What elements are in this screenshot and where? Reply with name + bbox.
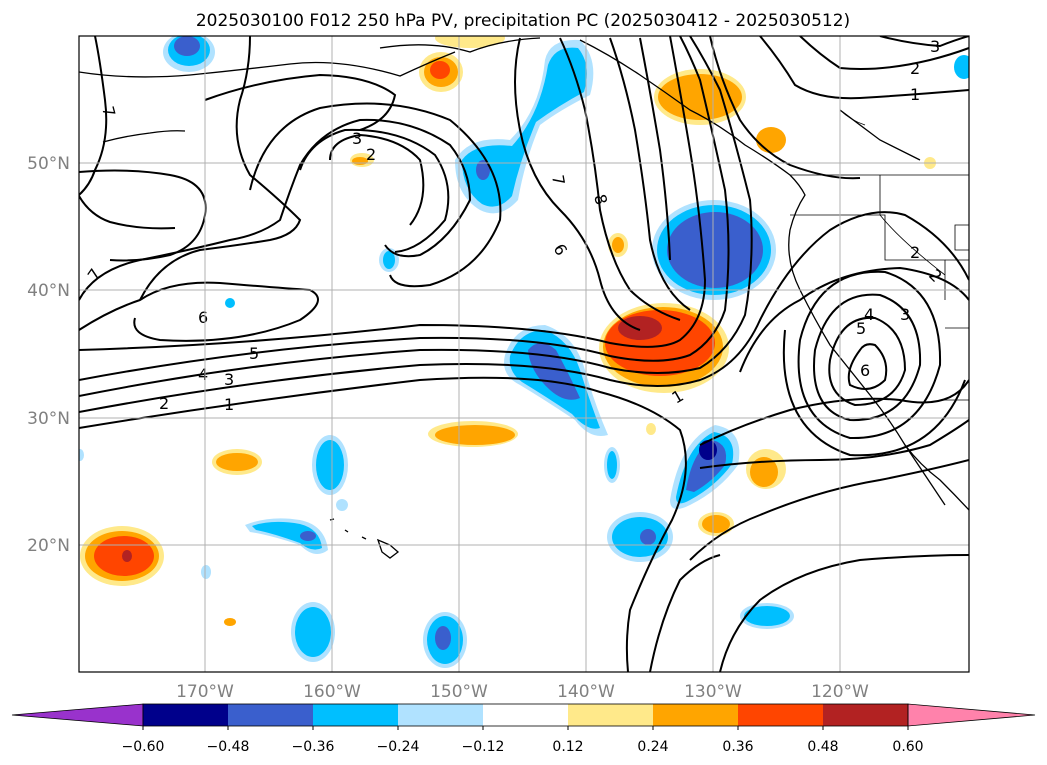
lat-label: 40°N: [27, 281, 70, 301]
colorbar-segment: [823, 704, 908, 726]
map-area: 7 3 2 7 8 6 7 6 5 4 3 2 1 1 2 3 4 5 6 3 …: [79, 36, 969, 672]
contour-label: 2: [910, 59, 920, 78]
contour-label: 2: [366, 145, 376, 164]
lat-label: 30°N: [27, 409, 70, 429]
contour-label: 3: [900, 305, 910, 324]
precip-negative: [79, 36, 969, 668]
contour-label: 3: [352, 129, 362, 148]
graticule: [79, 36, 969, 672]
colorbar-arrow-right: [907, 703, 1036, 727]
lon-label: 130°W: [684, 682, 742, 702]
lon-label: 160°W: [303, 682, 361, 702]
map-frame: [78, 35, 970, 673]
colorbar-tick-label: −0.60: [122, 739, 165, 755]
contour-label: 3: [930, 37, 940, 56]
longitude-labels: 170°W 160°W 150°W 140°W 130°W 120°W: [176, 682, 869, 702]
latitude-labels: 50°N 40°N 30°N 20°N: [27, 154, 70, 556]
colorbar-tick-label: −0.24: [377, 739, 420, 755]
lon-label: 170°W: [176, 682, 234, 702]
colorbar-ticks: −0.60 −0.48 −0.36 −0.24 −0.12 0.12 0.24 0.36 0.4…: [122, 726, 924, 755]
colorbar-tick-label: 0.12: [552, 739, 583, 755]
contour-label: 3: [224, 370, 234, 389]
colorbar-segment: [398, 704, 483, 726]
contour-label: 2: [925, 265, 946, 286]
contour-label: 4: [864, 305, 874, 324]
lon-label: 120°W: [811, 682, 869, 702]
contour-label: 1: [224, 395, 234, 414]
lon-label: 140°W: [557, 682, 615, 702]
contour-label: 2: [910, 243, 920, 262]
colorbar-segment: [228, 704, 313, 726]
colorbar-arrow-left: [11, 703, 144, 727]
colorbar-frame: [142, 703, 909, 727]
contour-label: 6: [860, 361, 870, 380]
contour-label: 5: [856, 319, 866, 338]
contour-label: 4: [198, 365, 208, 384]
lon-label: 150°W: [430, 682, 488, 702]
contour-label: 1: [910, 85, 920, 104]
colorbar-tick-label: 0.36: [722, 739, 753, 755]
contour-label: 7: [84, 265, 105, 284]
colorbar-segment: [568, 704, 653, 726]
colorbar-tick-label: 0.60: [892, 739, 923, 755]
colorbar: [11, 703, 1036, 727]
pv-contours: [79, 36, 969, 672]
contour-label: 7: [548, 173, 568, 186]
colorbar-tick-label: 0.48: [807, 739, 838, 755]
colorbar-segment: [143, 704, 228, 726]
colorbar-segment: [653, 704, 738, 726]
contour-label: 8: [590, 192, 611, 207]
colorbar-tick-label: −0.12: [462, 739, 505, 755]
lat-label: 50°N: [27, 154, 70, 174]
contour-label: 6: [550, 241, 572, 259]
precip-shading: [79, 36, 969, 668]
contour-label: 2: [159, 394, 169, 413]
colorbar-segment: [313, 704, 398, 726]
map-title: 2025030100 F012 250 hPa PV, precipitatio…: [196, 11, 850, 31]
contour-label: 5: [249, 344, 259, 363]
colorbar-segment: [483, 704, 568, 726]
contour-label: 6: [198, 308, 208, 327]
colorbar-tick-label: −0.48: [207, 739, 250, 755]
contour-label: 7: [98, 104, 119, 119]
colorbar-tick-label: −0.36: [292, 739, 335, 755]
colorbar-tick-label: 0.24: [637, 739, 668, 755]
coastlines: [79, 37, 969, 559]
lat-label: 20°N: [27, 536, 70, 556]
colorbar-segment: [738, 704, 823, 726]
political-borders: [790, 109, 969, 401]
